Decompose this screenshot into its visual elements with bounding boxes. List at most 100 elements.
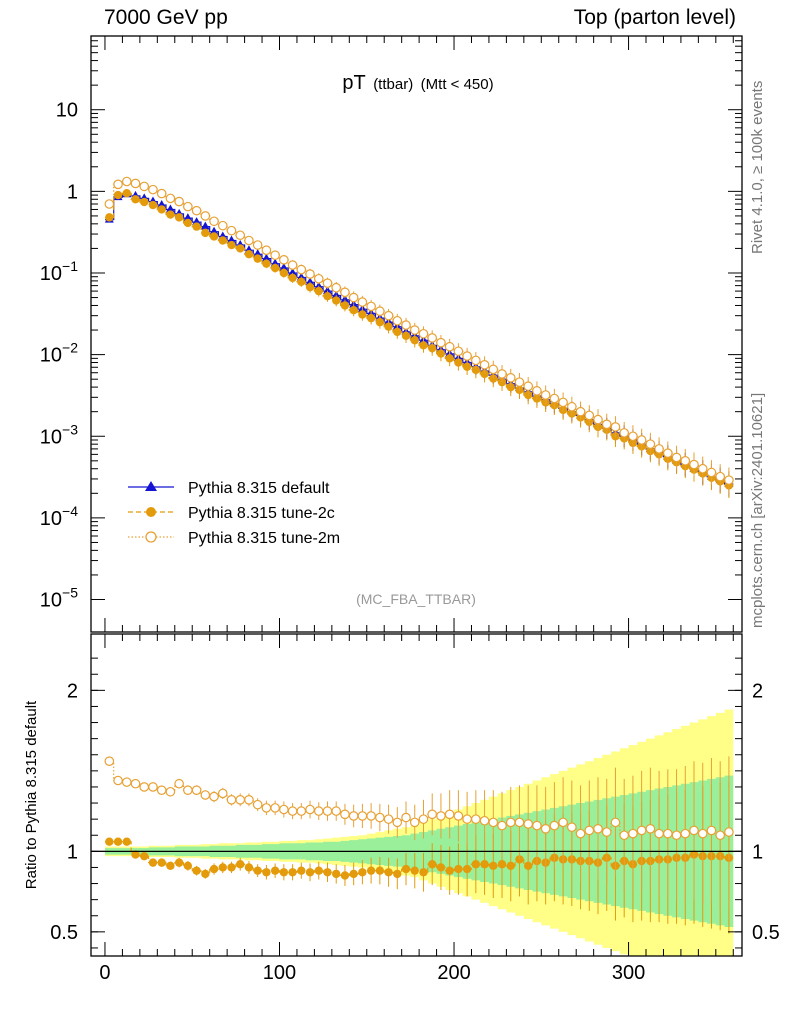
ratio-point — [489, 861, 498, 871]
ratio-point — [217, 788, 228, 799]
ratio-point — [270, 803, 280, 813]
ratio-point — [410, 866, 419, 875]
ratio-point — [227, 863, 236, 872]
ratio-point — [636, 825, 647, 836]
data-point — [549, 393, 560, 404]
data-point — [323, 291, 332, 301]
ratio-point — [409, 817, 420, 828]
data-point — [322, 278, 333, 288]
ratio-point — [165, 786, 176, 797]
legend-entry-default: Pythia 8.315 default — [128, 480, 330, 497]
ratio-point — [157, 858, 166, 867]
data-point — [340, 294, 350, 303]
ratio-point — [314, 866, 323, 875]
data-point — [462, 351, 472, 361]
data-point — [313, 273, 324, 284]
data-point — [393, 327, 402, 337]
data-point — [192, 222, 201, 231]
data-point — [419, 341, 428, 350]
data-point — [113, 190, 123, 200]
data-point — [305, 277, 315, 286]
ratio-point — [706, 825, 717, 836]
data-point — [209, 232, 219, 241]
ratio-point — [584, 825, 595, 836]
data-point — [183, 213, 193, 222]
ratio-point — [462, 864, 472, 874]
data-point — [209, 216, 219, 227]
data-point — [601, 419, 612, 430]
data-point — [689, 459, 699, 470]
plot-title: pT (ttbar) (Mtt < 450) — [342, 72, 493, 94]
data-point — [191, 205, 202, 216]
ratio-point — [654, 828, 664, 839]
ratio-point — [505, 817, 516, 828]
data-point — [157, 205, 166, 214]
header-right: Top (parton level) — [573, 6, 736, 29]
ratio-point — [262, 868, 271, 877]
data-point — [201, 228, 210, 238]
data-point — [567, 401, 577, 412]
ratio-point — [471, 814, 481, 824]
ytick-label: 10−5 — [40, 585, 78, 612]
data-point — [540, 390, 551, 400]
data-point — [244, 249, 254, 259]
main-data-layer — [104, 176, 734, 499]
open-circle-marker-icon — [145, 531, 157, 543]
data-point — [410, 336, 419, 345]
xtick-label: 100 — [263, 962, 296, 984]
ratio-point — [593, 824, 603, 834]
ratio-point — [453, 811, 464, 821]
data-point — [104, 199, 115, 209]
data-point — [392, 315, 403, 326]
ratio-point — [427, 809, 438, 820]
data-point — [236, 244, 245, 253]
ratio-point — [323, 868, 332, 877]
ytick-label: 1 — [67, 181, 78, 203]
ratio-point — [610, 817, 621, 828]
data-point — [471, 355, 481, 366]
ratio-point — [689, 825, 699, 836]
ratio-point — [663, 828, 673, 839]
data-point — [331, 290, 341, 299]
data-point — [113, 179, 123, 190]
ratio-axes: 0.5 0.5 1 1 2 2 0 100 200 300 — [50, 633, 780, 984]
ratio-point — [140, 851, 149, 861]
ratio-point — [540, 824, 551, 834]
data-point — [174, 213, 184, 222]
legend-entry-tune-2c: Pythia 8.315 tune-2c — [128, 505, 335, 522]
data-point — [340, 287, 350, 298]
ratio-point — [419, 868, 428, 877]
ratio-point — [174, 778, 184, 789]
ratio-point — [192, 866, 201, 875]
ratio-point — [200, 790, 211, 800]
xtick-label: 200 — [437, 962, 470, 984]
legend: Pythia 8.315 default Pythia 8.315 tune-2… — [128, 480, 340, 547]
data-point — [409, 325, 420, 335]
data-point — [558, 397, 568, 408]
data-point — [497, 369, 507, 379]
data-point — [331, 282, 342, 293]
ratio-ytick-label: 0.5 — [50, 922, 78, 944]
data-point — [296, 264, 307, 275]
data-point — [523, 381, 533, 392]
data-point — [235, 230, 246, 241]
ratio-point — [479, 815, 490, 826]
data-point — [122, 188, 131, 198]
ratio-point — [462, 814, 472, 824]
ratio-point — [313, 806, 324, 816]
data-point — [575, 406, 586, 417]
ratio-ytick-label-right: 1 — [752, 841, 763, 863]
ratio-point — [575, 828, 586, 839]
ratio-point — [209, 864, 219, 874]
data-point — [375, 317, 385, 327]
ratio-point — [156, 785, 167, 795]
legend-entry-tune-2m: Pythia 8.315 tune-2m — [128, 530, 340, 547]
ratio-point — [209, 791, 219, 802]
ratio-point — [366, 866, 376, 875]
ratio-point — [383, 814, 394, 824]
ratio-point — [393, 869, 402, 879]
ratio-point — [715, 830, 725, 841]
data-point — [628, 431, 638, 442]
ratio-point — [139, 782, 150, 792]
